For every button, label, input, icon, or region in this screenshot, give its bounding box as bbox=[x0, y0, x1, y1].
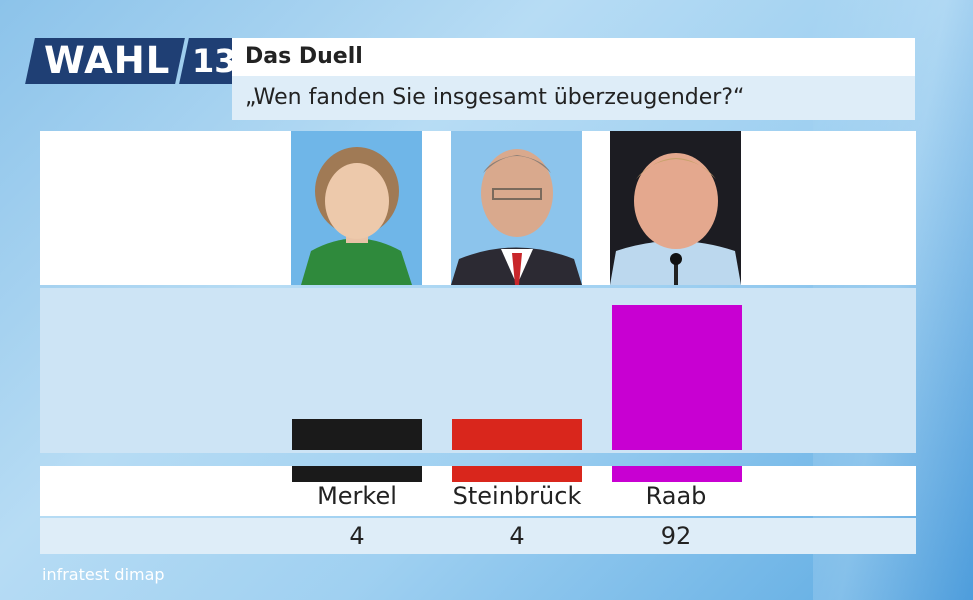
title-panel bbox=[232, 38, 915, 76]
category-label-merkel: Merkel bbox=[317, 482, 397, 510]
merkel-photo bbox=[291, 131, 422, 285]
value-label-merkel: 4 bbox=[349, 522, 365, 550]
value-label-raab: 92 bbox=[660, 522, 692, 550]
bar-merkel bbox=[292, 419, 422, 450]
steinbrueck-photo bbox=[451, 131, 582, 285]
bar-base-merkel bbox=[292, 466, 422, 482]
chart-question: „Wen fanden Sie insgesamt überzeugender?… bbox=[245, 85, 745, 110]
source-label: infratest dimap bbox=[42, 565, 165, 584]
bar-base-steinbrueck bbox=[452, 466, 582, 482]
logo-word: WAHL bbox=[44, 39, 171, 82]
bar-raab bbox=[612, 304, 742, 450]
logo-number: 13 bbox=[192, 42, 237, 80]
category-label-steinbrueck: Steinbrück bbox=[452, 482, 582, 510]
value-panel bbox=[40, 518, 916, 554]
value-label-steinbrueck: 4 bbox=[509, 522, 525, 550]
bar-base-raab bbox=[612, 466, 742, 482]
wahl-logo: WAHL 13 bbox=[25, 38, 250, 84]
bar-steinbrueck bbox=[452, 419, 582, 450]
raab-photo bbox=[610, 131, 741, 285]
page-title: Das Duell bbox=[245, 44, 363, 69]
category-label-raab: Raab bbox=[645, 482, 707, 510]
subtitle-panel bbox=[232, 76, 915, 120]
